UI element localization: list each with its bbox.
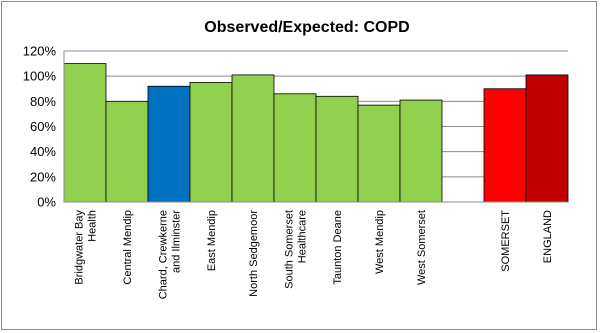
category-label: Chard, Crewkerneand Ilminster [158, 210, 183, 300]
category-label: East Mendip [206, 210, 218, 271]
bar [231, 74, 275, 203]
y-tick-label: 0% [37, 195, 56, 210]
y-tick-label: 60% [30, 119, 56, 134]
y-tick-label: 120% [23, 44, 57, 59]
bar [399, 99, 443, 203]
bar [525, 74, 569, 203]
y-tick-label: 100% [23, 69, 57, 84]
category-label: West Somerset [416, 210, 428, 285]
category-label: SOMERSET [500, 210, 512, 272]
category-label: South SomersetHealthcare [284, 210, 309, 289]
y-tick-label: 20% [30, 169, 56, 184]
chart-title: Observed/Expected: COPD [204, 19, 409, 36]
bar [63, 63, 107, 203]
plot-area: 0% 20% 40% 60% 80% 100% 120% Bridgwater BayHeal… [23, 44, 569, 300]
category-label: West Mendip [374, 210, 386, 274]
category-label: ENGLAND [542, 210, 554, 263]
bar [147, 85, 191, 203]
category-label: Central Mendip [122, 210, 134, 285]
category-label: North Sedgemoor [248, 210, 260, 297]
category-label: Taunton Deane [332, 210, 344, 285]
y-tick-label: 80% [30, 94, 56, 109]
category-label: Bridgwater BayHealth [74, 210, 99, 285]
y-tick-label: 40% [30, 144, 56, 159]
bar [189, 82, 233, 203]
bar [273, 93, 317, 203]
bar [315, 95, 359, 203]
bar [483, 88, 527, 203]
bar [105, 100, 149, 203]
bar [357, 104, 401, 203]
